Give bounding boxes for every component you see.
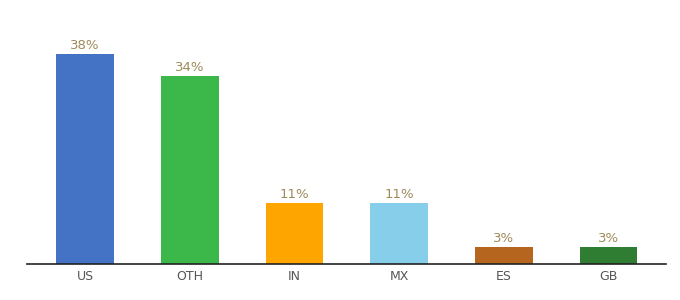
Bar: [56, 54, 114, 264]
Text: 11%: 11%: [279, 188, 309, 201]
Text: 3%: 3%: [493, 232, 514, 245]
Bar: [371, 203, 428, 264]
Text: 34%: 34%: [175, 61, 205, 74]
Bar: [475, 248, 532, 264]
Bar: [266, 203, 323, 264]
Text: 3%: 3%: [598, 232, 619, 245]
Bar: [580, 248, 637, 264]
Text: 38%: 38%: [70, 39, 100, 52]
Bar: [161, 76, 218, 264]
Text: 11%: 11%: [384, 188, 414, 201]
